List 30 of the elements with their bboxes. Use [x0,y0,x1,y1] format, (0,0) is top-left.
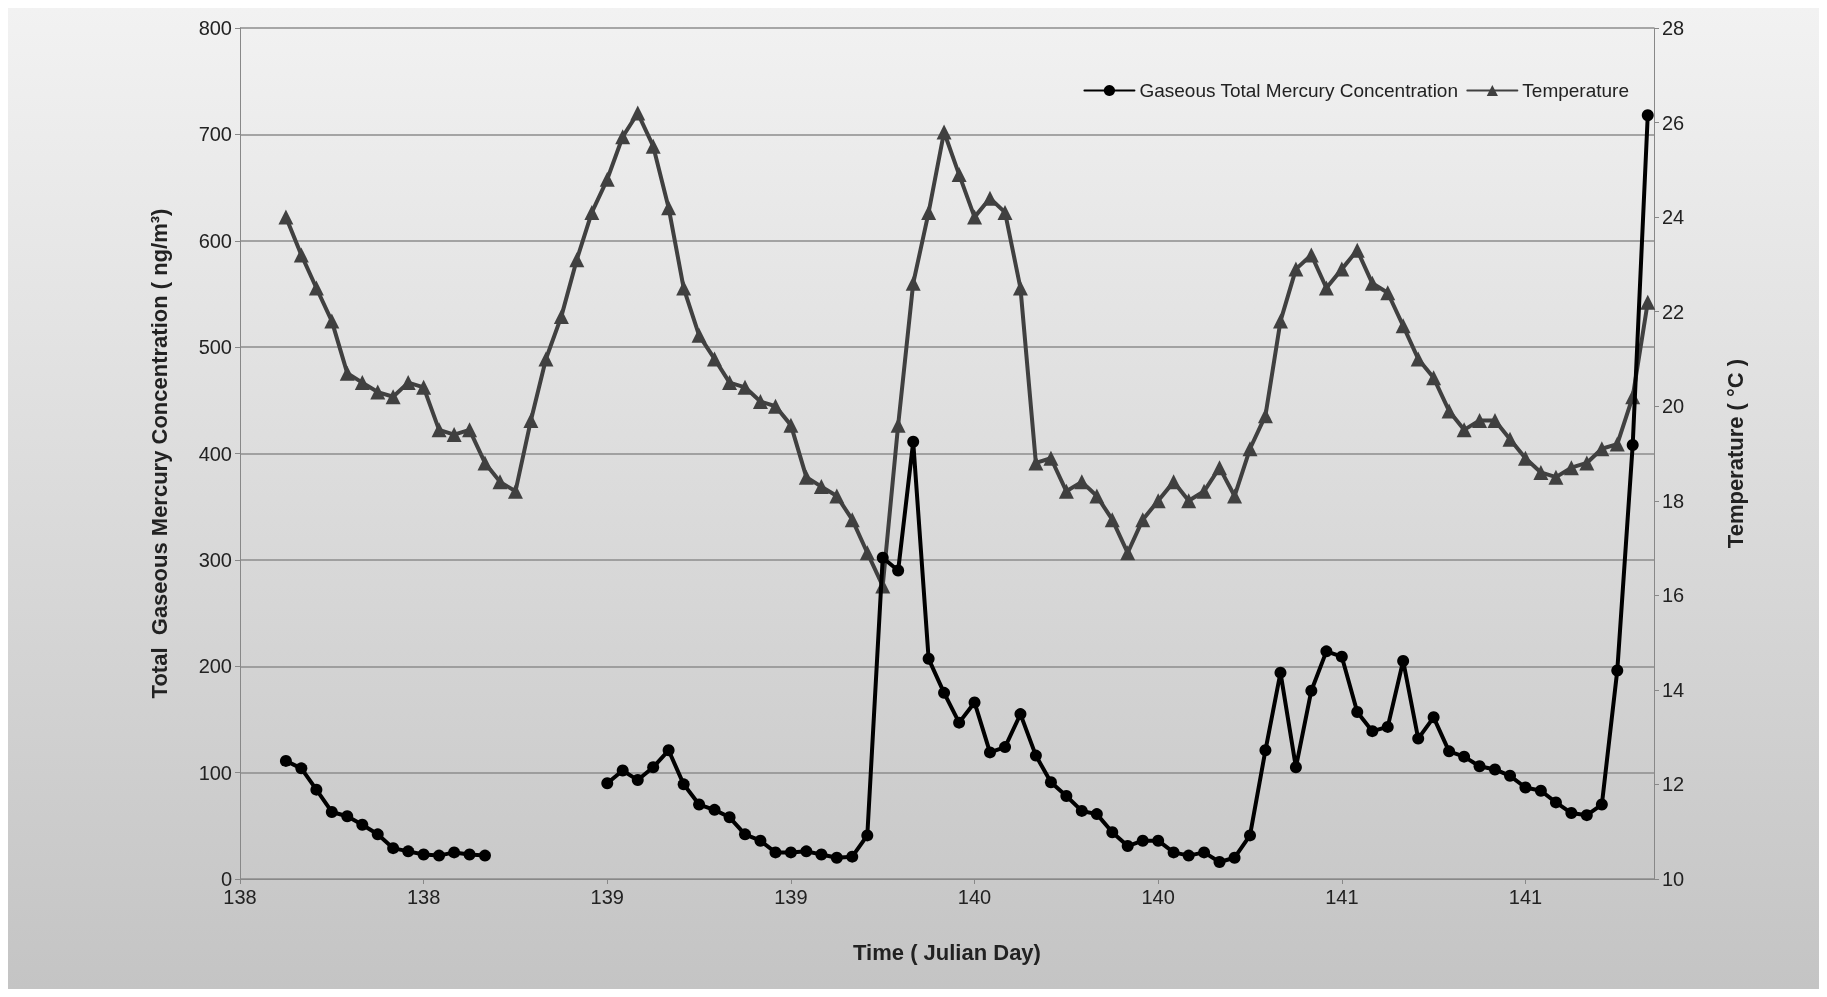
y2-tick-label: 24 [1662,206,1685,229]
y2-tick-label: 14 [1662,678,1685,701]
x-tick-label: 139 [774,886,808,908]
x-axis-title: Time ( Julian Day) [853,939,1041,965]
x-tick-label: 139 [590,886,624,908]
y2-tick-label: 12 [1662,773,1685,796]
y-tick-label: 400 [198,442,232,465]
y-tick-label: 100 [198,761,232,784]
legend-label: Temperature [1522,80,1630,101]
y-tick-label: 200 [198,655,232,678]
y2-tick-label: 22 [1662,300,1685,323]
y2-axis-title: Temperature ( °C ) [1722,358,1748,549]
x-tick-label: 141 [1508,886,1543,908]
y-tick-label: 800 [198,17,232,39]
x-tick-label: 141 [1325,886,1359,908]
y2-tick-label: 20 [1662,395,1685,418]
y2-tick-label: 16 [1662,584,1685,607]
y-tick-label: 700 [198,123,232,146]
y-tick-label: 300 [198,548,232,571]
y-tick-label: 500 [198,336,232,359]
y-tick-label: 600 [198,229,232,252]
y2-tick-label: 28 [1662,17,1685,39]
legend-label: Gaseous Total Mercury Concentration [1139,80,1458,101]
y-axis-title: Total Gaseous Mercury Concentration ( ng/m³) [146,208,172,699]
y2-tick-label: 18 [1662,489,1685,512]
x-tick-label: 140 [1141,886,1175,908]
y2-tick-label: 26 [1662,111,1685,134]
y2-tick-label: 10 [1662,868,1685,890]
x-tick-label: 138 [406,886,441,908]
x-tick-label: 140 [957,886,992,908]
